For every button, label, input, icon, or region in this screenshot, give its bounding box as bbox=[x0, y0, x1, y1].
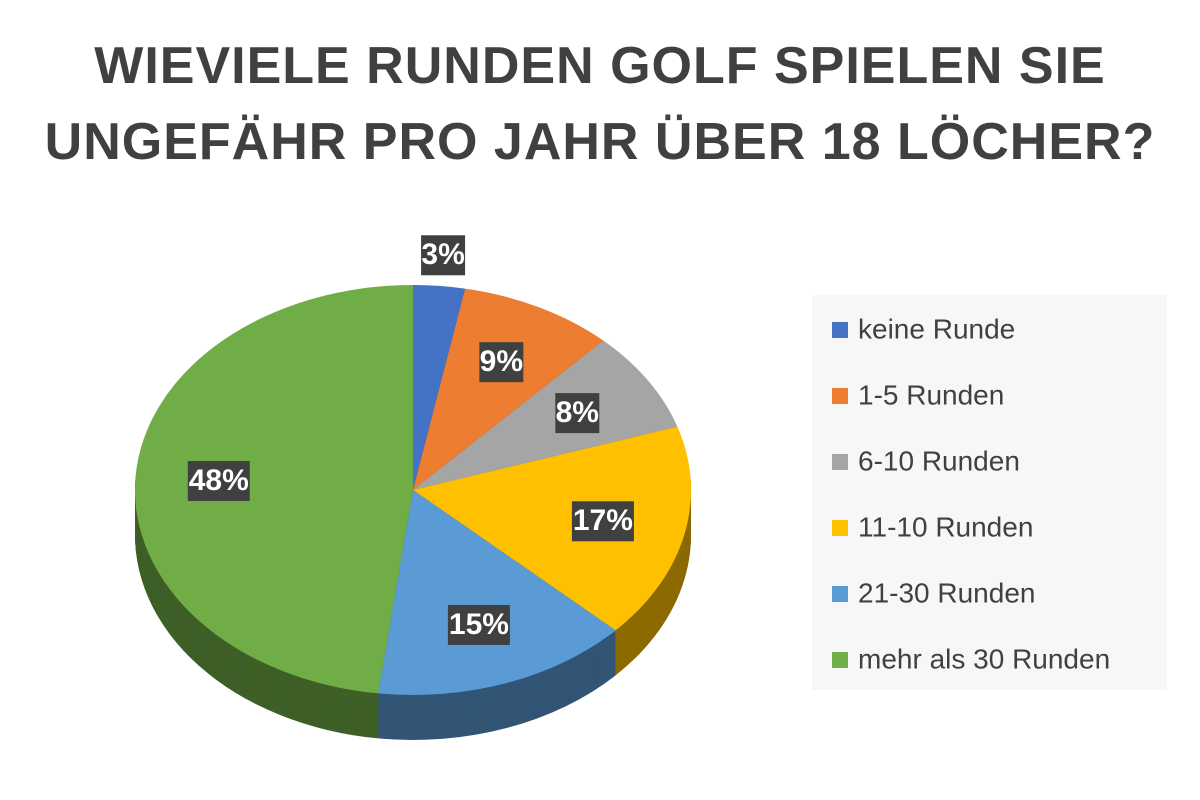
legend-label: 1-5 Runden bbox=[858, 379, 1004, 410]
slice bbox=[413, 340, 678, 490]
legend-label: mehr als 30 Runden bbox=[858, 643, 1110, 674]
legend-swatch bbox=[832, 454, 848, 470]
legend-swatch bbox=[832, 652, 848, 668]
chart-title: WIEVIELE RUNDEN GOLF SPIELEN SIE UNGEFÄH… bbox=[44, 37, 1156, 171]
legend-label: 6-10 Runden bbox=[858, 445, 1020, 476]
legend-swatch bbox=[832, 586, 848, 602]
data-label-box bbox=[479, 342, 524, 383]
data-label-box bbox=[447, 605, 510, 646]
data-label-box bbox=[571, 501, 634, 542]
data-label: 3% bbox=[421, 238, 464, 271]
legend-label: 11-10 Runden bbox=[858, 511, 1033, 542]
data-label: 8% bbox=[556, 396, 599, 429]
data-label-box bbox=[187, 460, 250, 501]
legend-label: keine Runde bbox=[858, 313, 1015, 344]
legend-swatch bbox=[832, 322, 848, 338]
slice bbox=[378, 490, 616, 695]
slice bbox=[134, 285, 414, 694]
data-label: 9% bbox=[480, 345, 523, 378]
data-label: 48% bbox=[189, 464, 249, 497]
data-label-box bbox=[421, 235, 466, 276]
data-label: 15% bbox=[449, 608, 509, 641]
data-label-box bbox=[555, 393, 600, 434]
slice bbox=[413, 285, 466, 490]
slice bbox=[413, 288, 604, 490]
legend-box bbox=[812, 295, 1167, 690]
legend-swatch bbox=[832, 388, 848, 404]
legend-label: 21-30 Runden bbox=[858, 577, 1035, 608]
slice bbox=[413, 426, 691, 631]
legend-swatch bbox=[832, 520, 848, 536]
data-label: 17% bbox=[573, 504, 633, 537]
